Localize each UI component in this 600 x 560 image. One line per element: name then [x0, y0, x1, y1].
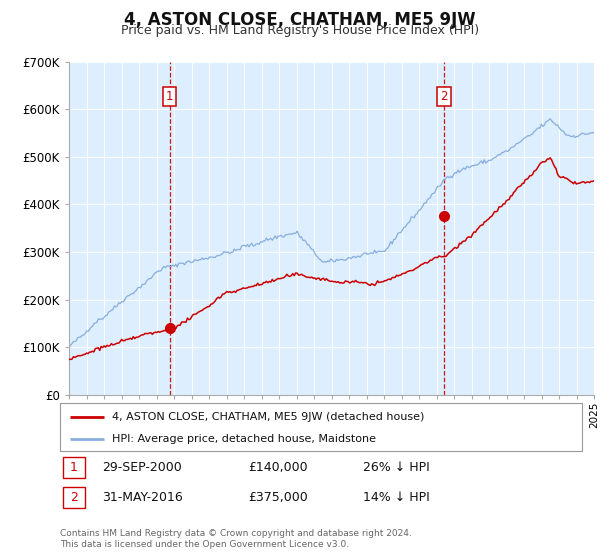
- Text: 14% ↓ HPI: 14% ↓ HPI: [363, 491, 430, 504]
- Text: 26% ↓ HPI: 26% ↓ HPI: [363, 461, 430, 474]
- FancyBboxPatch shape: [60, 403, 582, 451]
- Text: 31-MAY-2016: 31-MAY-2016: [102, 491, 182, 504]
- Text: 1: 1: [166, 90, 173, 103]
- FancyBboxPatch shape: [62, 487, 85, 508]
- Text: £375,000: £375,000: [248, 491, 308, 504]
- Text: 4, ASTON CLOSE, CHATHAM, ME5 9JW (detached house): 4, ASTON CLOSE, CHATHAM, ME5 9JW (detach…: [112, 412, 425, 422]
- Text: 29-SEP-2000: 29-SEP-2000: [102, 461, 182, 474]
- FancyBboxPatch shape: [62, 457, 85, 478]
- Text: Price paid vs. HM Land Registry's House Price Index (HPI): Price paid vs. HM Land Registry's House …: [121, 24, 479, 37]
- Text: 2: 2: [440, 90, 448, 103]
- Text: 2: 2: [70, 491, 77, 504]
- Text: HPI: Average price, detached house, Maidstone: HPI: Average price, detached house, Maid…: [112, 434, 376, 444]
- Text: 1: 1: [70, 461, 77, 474]
- Text: £140,000: £140,000: [248, 461, 308, 474]
- Text: 4, ASTON CLOSE, CHATHAM, ME5 9JW: 4, ASTON CLOSE, CHATHAM, ME5 9JW: [124, 11, 476, 29]
- Text: Contains HM Land Registry data © Crown copyright and database right 2024.
This d: Contains HM Land Registry data © Crown c…: [60, 529, 412, 549]
